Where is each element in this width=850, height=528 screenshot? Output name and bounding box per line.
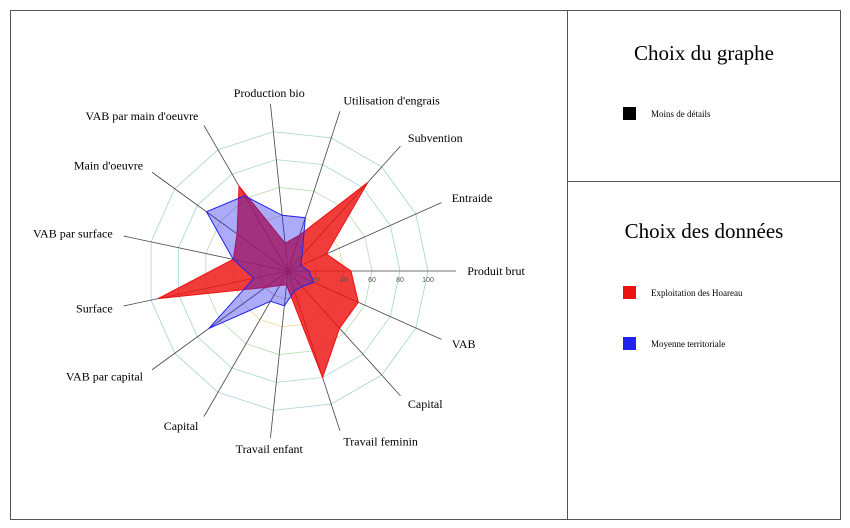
data-option-territorial-swatch[interactable] (623, 337, 636, 350)
grid-ring-100 (150, 131, 429, 411)
radar-chart: 0 20 40 60 80 100 Produit brut Entraide Subventi… (33, 86, 526, 456)
data-option-hoareau-label: Exploitation des Hoareau (651, 287, 743, 298)
axis-line-10 (203, 270, 289, 417)
data-option-hoareau[interactable]: Exploitation des Hoareau (623, 286, 742, 299)
axis-label-2: Subvention (408, 131, 463, 145)
axis-label-13: Capital (408, 397, 443, 411)
graph-option-less-detail[interactable]: Moins de détails (623, 107, 711, 120)
tick-label-80: 80 (396, 277, 404, 284)
data-option-territorial-label: Moyenne territoriale (651, 338, 726, 349)
axis-label-3: Utilisation d'engrais (343, 94, 440, 108)
data-choice-panel: Choix des données Exploitation des Hoare… (568, 182, 840, 519)
axis-label-12: Travail feminin (343, 434, 418, 448)
graph-choice-title: Choix du graphe (634, 41, 774, 65)
tick-label-0: 0 (286, 277, 290, 284)
axis-line-11 (270, 270, 289, 439)
axis-label-5: VAB par main d'oeuvre (85, 109, 198, 123)
grid-ring-80 (178, 159, 401, 383)
axis-label-14: VAB (452, 337, 476, 351)
axis-label-0: Produit brut (467, 264, 525, 278)
axis-label-11: Travail enfant (236, 442, 304, 456)
axis-label-1: Entraide (452, 191, 493, 205)
data-option-territorial[interactable]: Moyenne territoriale (623, 337, 725, 350)
tick-label-60: 60 (368, 277, 376, 284)
tick-label-20: 20 (312, 277, 320, 284)
graph-option-swatch[interactable] (623, 107, 636, 120)
tick-label-40: 40 (340, 277, 348, 284)
graph-option-label: Moins de détails (651, 108, 711, 119)
series-area-0 (157, 182, 369, 379)
app-frame: 0 20 40 60 80 100 Produit brut Entraide Subventi… (10, 10, 841, 520)
tick-label-100: 100 (422, 277, 434, 284)
axis-label-6: Main d'oeuvre (74, 159, 143, 173)
series-area-1 (205, 195, 315, 330)
graph-choice-panel: Choix du graphe Moins de détails (568, 11, 840, 182)
axis-label-4: Production bio (234, 86, 305, 100)
data-option-hoareau-swatch[interactable] (623, 286, 636, 299)
data-choice-title: Choix des données (624, 219, 784, 243)
axis-label-8: Surface (76, 301, 113, 315)
side-panels: Choix du graphe Moins de détails Choix d… (568, 11, 840, 519)
axis-label-9: VAB par capital (66, 369, 144, 383)
axis-label-10: Capital (164, 419, 199, 433)
chart-panel: 0 20 40 60 80 100 Produit brut Entraide Subventi… (11, 11, 568, 519)
axis-label-7: VAB par surface (33, 227, 113, 241)
